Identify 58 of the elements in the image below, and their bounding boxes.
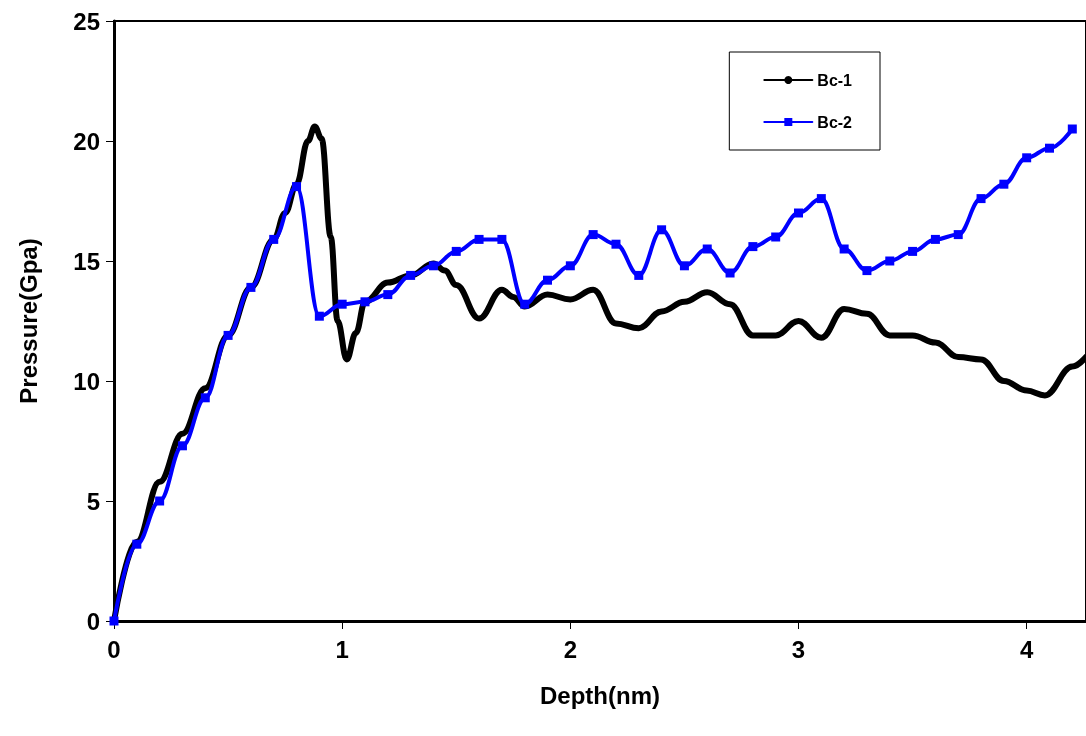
- point: [543, 275, 553, 285]
- point: [360, 297, 370, 307]
- point: [200, 393, 210, 403]
- x-tick-label: 0: [107, 635, 121, 663]
- point: [177, 441, 187, 451]
- x-tick-label: 1: [335, 635, 349, 663]
- point: [474, 234, 484, 244]
- point: [383, 290, 393, 300]
- point: [862, 266, 872, 276]
- legend-label: Bc-1: [817, 71, 853, 89]
- point: [155, 496, 165, 506]
- point: [588, 230, 598, 240]
- point: [953, 230, 963, 240]
- x-tick-label: 4: [1020, 635, 1034, 663]
- x-tick-label: 3: [791, 635, 806, 663]
- point: [269, 234, 279, 244]
- point: [976, 194, 986, 204]
- y-axis-title: Pressure(Gpa): [14, 238, 42, 404]
- point: [771, 232, 781, 242]
- point: [497, 234, 507, 244]
- point: [109, 616, 119, 626]
- point: [223, 330, 233, 340]
- point: [885, 256, 895, 266]
- point: [816, 194, 826, 204]
- legend-label: Bc-2: [817, 113, 853, 131]
- point: [634, 270, 644, 280]
- point: [702, 244, 712, 254]
- point: [611, 239, 621, 249]
- y-tick-label: 0: [86, 607, 100, 635]
- y-tick-label: 5: [86, 487, 100, 515]
- point: [794, 208, 804, 218]
- point: [679, 261, 689, 271]
- y-tick-label: 15: [73, 247, 100, 275]
- point: [908, 246, 918, 256]
- point: [1067, 124, 1077, 134]
- point: [565, 261, 575, 271]
- point: [314, 311, 324, 321]
- point: [428, 261, 438, 271]
- y-tick-label: 20: [73, 127, 100, 155]
- point: [451, 246, 461, 256]
- point: [999, 179, 1009, 189]
- y-tick-label: 25: [73, 7, 100, 35]
- point: [930, 234, 940, 244]
- point: [1044, 143, 1054, 153]
- point: [406, 270, 416, 280]
- point: [132, 539, 142, 549]
- point: [1022, 153, 1032, 163]
- point: [246, 282, 256, 292]
- point: [839, 244, 849, 254]
- point: [292, 182, 302, 192]
- point: [748, 242, 758, 252]
- point: [337, 299, 347, 309]
- x-tick-label: 2: [563, 635, 578, 663]
- point: [520, 299, 530, 309]
- y-tick-label: 10: [73, 367, 100, 395]
- point: [725, 268, 735, 278]
- x-axis-title: Depth(nm): [540, 681, 660, 709]
- point: [657, 225, 667, 235]
